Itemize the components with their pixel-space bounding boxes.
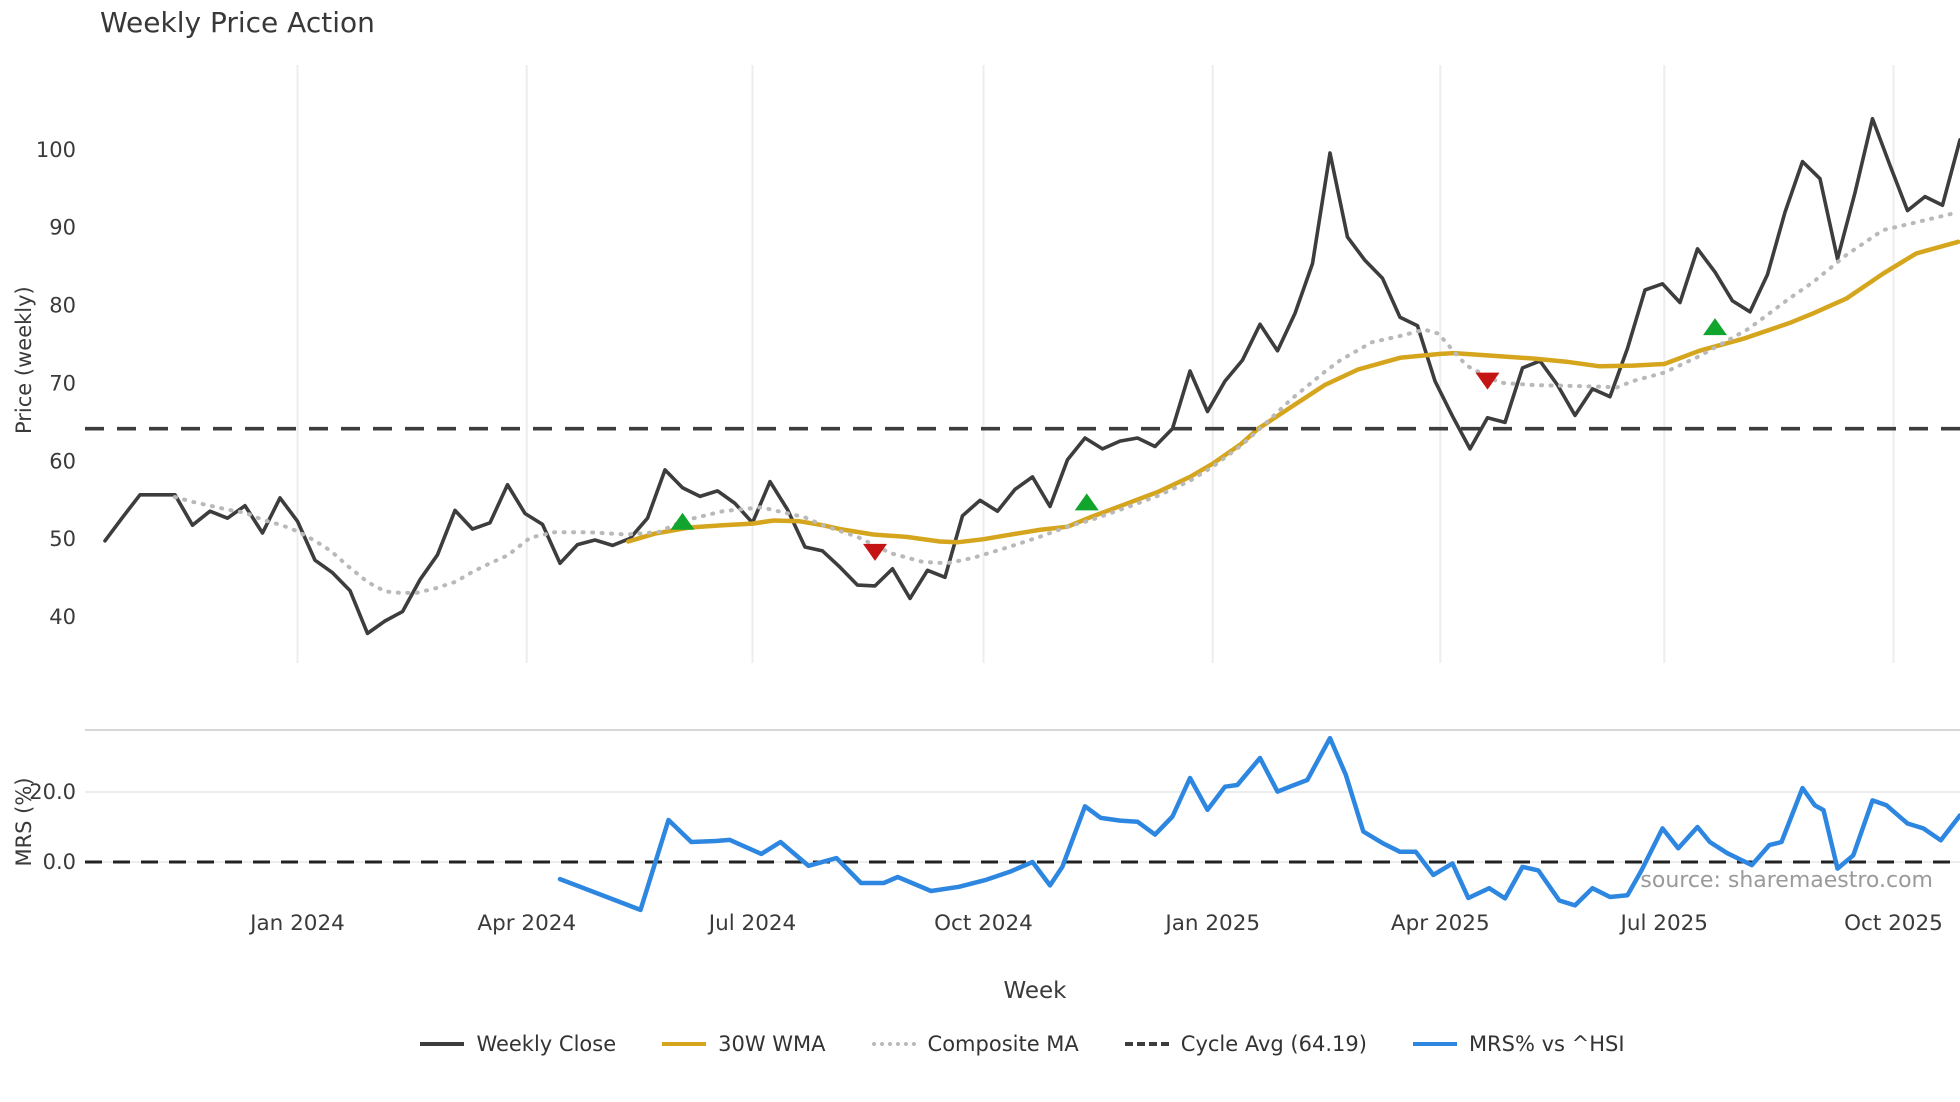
legend-swatch-icon [1412,1042,1457,1046]
price-ytick-label: 100 [36,138,76,162]
mrs-ytick-label: 0.0 [43,850,76,874]
legend-swatch-icon [871,1042,916,1046]
price-ytick-label: 60 [49,449,76,473]
mrs-axis-label: MRS (%) [12,777,36,867]
legend-item-mrs-vs-hsi: MRS% vs ^HSI [1412,1032,1625,1056]
x-tick-label: Apr 2024 [477,911,576,936]
source-note: source: sharemaestro.com [1640,868,1933,893]
composite-ma-line [173,210,1960,595]
x-tick-label: Apr 2025 [1391,911,1490,936]
legend-label: 30W WMA [718,1032,826,1056]
sell-signal-triangle-down-icon [1475,372,1500,390]
legend-item-30w-wma: 30W WMA [662,1032,826,1056]
legend-item-cycle-avg-64-19: Cycle Avg (64.19) [1124,1032,1367,1056]
legend-swatch-icon [662,1042,707,1046]
x-tick-label: Oct 2025 [1844,911,1943,936]
price-ytick-label: 40 [49,605,76,629]
weekly-close-line [103,116,1960,636]
buy-signal-triangle-up-icon [670,512,695,530]
sell-signal-triangle-down-icon [863,543,887,561]
price-ytick-label: 50 [49,527,76,551]
legend-label: Weekly Close [476,1032,617,1056]
price-ytick-label: 90 [49,216,76,240]
legend-swatch-icon [1124,1042,1169,1046]
price-ytick-label: 80 [49,294,76,318]
legend-label: MRS% vs ^HSI [1468,1032,1625,1056]
x-tick-label: Oct 2024 [934,911,1033,936]
x-tick-label: Jan 2025 [1163,911,1260,936]
legend-swatch-icon [420,1042,465,1046]
price-axis-label: Price (weekly) [12,286,36,434]
wma-line [626,239,1960,545]
x-tick-label: Jan 2024 [248,911,345,936]
buy-signal-triangle-up-icon [1074,493,1099,511]
legend-item-weekly-close: Weekly Close [420,1032,616,1056]
legend-label: Cycle Avg (64.19) [1180,1032,1367,1056]
price-ytick-label: 70 [49,371,76,395]
mrs-line [557,735,1960,913]
legend-item-composite-ma: Composite MA [871,1032,1079,1056]
legend: Weekly Close 30W WMA Composite MA Cycle Avg… [85,1032,1960,1056]
x-tick-label: Jul 2024 [707,911,797,936]
page-title: Weekly Price Action [100,6,375,39]
mrs-ytick-label: 20.0 [29,780,76,804]
x-tick-label: Jul 2025 [1619,911,1709,936]
buy-signal-triangle-up-icon [1703,318,1727,336]
week-axis-label: Week [1003,978,1067,1004]
legend-label: Composite MA [927,1032,1079,1056]
